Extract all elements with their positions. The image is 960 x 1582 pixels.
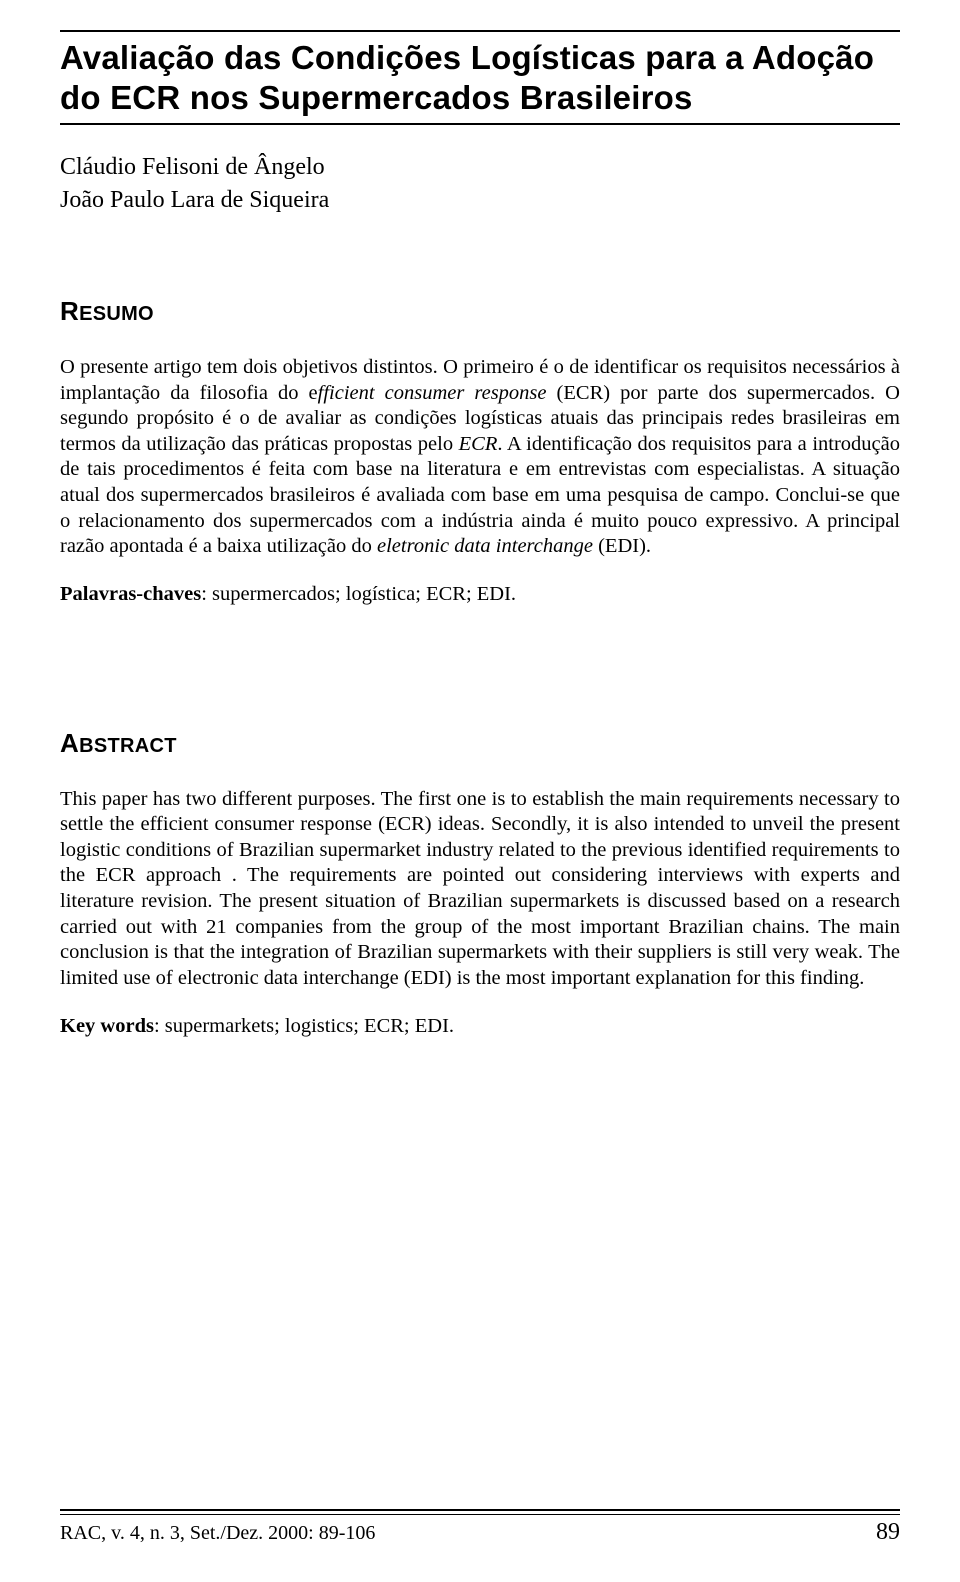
resumo-body: O presente artigo tem dois objetivos dis… xyxy=(60,355,900,560)
author-2: João Paulo Lara de Siqueira xyxy=(60,184,900,216)
title-rule-top xyxy=(60,30,900,32)
author-1: Cláudio Felisoni de Ângelo xyxy=(60,151,900,183)
footer-rule-bottom xyxy=(60,1514,900,1515)
resumo-italic-2: ECR xyxy=(459,433,498,455)
abstract-body: This paper has two different purposes. T… xyxy=(60,787,900,992)
paper-title: Avaliação das Condições Logísticas para … xyxy=(60,38,900,117)
abstract-heading-rest: BSTRACT xyxy=(79,735,177,757)
resumo-heading-cap: R xyxy=(60,296,79,326)
resumo-italic-1: fficient consumer response xyxy=(318,382,547,404)
resumo-italic-3: eletronic data interchange xyxy=(377,535,593,557)
footer-rule-top xyxy=(60,1509,900,1511)
title-rule-bottom xyxy=(60,123,900,125)
resumo-kw-text: : supermercados; logística; ECR; EDI. xyxy=(201,583,516,605)
resumo-heading: RESUMO xyxy=(60,296,900,327)
footer-page-number: 89 xyxy=(876,1519,900,1546)
page-footer: RAC, v. 4, n. 3, Set./Dez. 2000: 89-106 … xyxy=(60,1509,900,1546)
resumo-text-4: (EDI). xyxy=(593,535,651,557)
resumo-keywords: Palavras-chaves: supermercados; logístic… xyxy=(60,582,900,608)
abstract-heading: ABSTRACT xyxy=(60,728,900,759)
author-block: Cláudio Felisoni de Ângelo João Paulo La… xyxy=(60,151,900,216)
abstract-kw-text: : supermarkets; logistics; ECR; EDI. xyxy=(154,1015,454,1037)
footer-line: RAC, v. 4, n. 3, Set./Dez. 2000: 89-106 … xyxy=(60,1519,900,1546)
abstract-kw-label: Key words xyxy=(60,1015,154,1037)
abstract-keywords: Key words: supermarkets; logistics; ECR;… xyxy=(60,1014,900,1040)
footer-citation: RAC, v. 4, n. 3, Set./Dez. 2000: 89-106 xyxy=(60,1522,375,1545)
resumo-kw-label: Palavras-chaves xyxy=(60,583,201,605)
paper-page: Avaliação das Condições Logísticas para … xyxy=(0,0,960,1582)
abstract-heading-cap: A xyxy=(60,728,79,758)
resumo-heading-rest: ESUMO xyxy=(79,303,154,325)
